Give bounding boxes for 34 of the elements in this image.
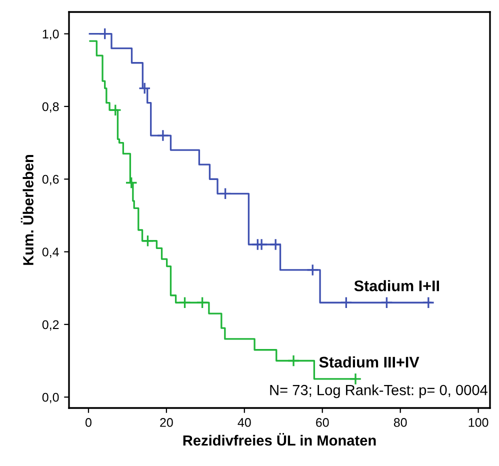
annotation: Stadium III+IV — [319, 356, 420, 368]
x-tick-label: 20 — [160, 418, 173, 427]
x-axis-title: Rezidivfreies ÜL in Monaten — [183, 433, 376, 446]
point — [219, 187, 232, 200]
annotation: Stadium I+II — [354, 280, 439, 292]
y-tick-label: 1,0 — [42, 30, 59, 40]
annotation: N= 73; Log Rank-Test: p= 0, 0004 — [270, 384, 488, 398]
y-tick-label: 0,6 — [42, 174, 59, 186]
point — [125, 176, 138, 189]
y-tick-label: 0,4 — [42, 248, 59, 258]
point — [98, 28, 112, 40]
x-tick-label: 40 — [238, 418, 251, 427]
point — [269, 238, 282, 251]
point — [142, 234, 154, 248]
point — [138, 82, 151, 95]
point — [196, 296, 209, 309]
point — [422, 296, 435, 309]
y-tick-label: 0,8 — [42, 102, 59, 113]
point — [349, 372, 362, 386]
y-tick-label: 0,0 — [42, 392, 59, 404]
y-tick-label: 0,2 — [42, 320, 59, 331]
x-tick-label: 60 — [316, 418, 329, 427]
point — [287, 354, 300, 367]
point — [255, 238, 268, 251]
point — [178, 296, 191, 309]
y-axis-title: Kum. Überleben — [20, 154, 34, 265]
point — [109, 104, 122, 116]
point — [156, 129, 170, 142]
point — [340, 296, 352, 309]
point — [380, 296, 393, 309]
point — [306, 264, 319, 276]
x-tick-label: 100 — [468, 418, 488, 427]
x-tick-label: 0 — [86, 418, 92, 427]
x-tick-label: 80 — [394, 418, 407, 427]
